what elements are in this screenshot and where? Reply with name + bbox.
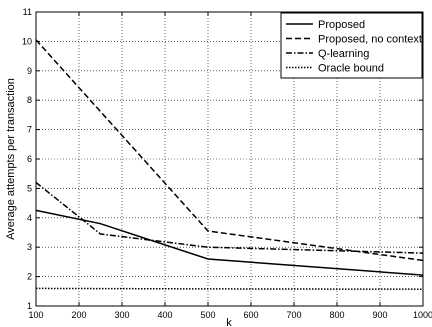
y-tick-label: 4 [27,213,32,223]
x-tick-label: 100 [28,310,43,320]
legend-label: Oracle bound [318,63,384,75]
x-tick-label: 600 [243,310,258,320]
x-tick-label: 500 [200,310,215,320]
y-tick-label: 7 [27,125,32,135]
x-tick-label: 400 [157,310,172,320]
y-tick-label: 11 [23,7,32,17]
x-axis-title: k [226,317,232,327]
series-line [35,209,424,276]
x-tick-label: 300 [114,310,129,320]
plot-frame [35,11,424,307]
series-line [35,287,424,290]
y-tick-label: 5 [27,183,32,193]
x-tick-labels: 100 200 300 400 500 600 700 800 900 1000 [28,310,432,320]
legend-label: Q-learning [318,48,369,60]
x-tick-label: 1000 [413,310,432,320]
x-tick-label: 800 [329,310,344,320]
y-tick-label: 6 [27,154,32,164]
legend-label: Proposed, no context [318,34,422,46]
x-tick-label: 700 [286,310,301,320]
y-tick-label: 2 [27,272,32,282]
y-tick-label: 10 [22,36,32,46]
y-tick-label: 1 [27,301,32,311]
y-axis-title: Average attempts per transaction [5,78,17,240]
legend-label: Proposed [318,19,365,31]
y-tick-label: 8 [27,95,32,105]
x-tick-label: 200 [71,310,86,320]
series-group [35,39,424,290]
x-tick-label: 900 [372,310,387,320]
y-tick-label: 9 [27,66,32,76]
y-tick-label: 3 [27,242,32,252]
y-tick-labels: 1 2 3 4 5 6 7 8 9 10 11 [22,7,32,311]
legend: Proposed Proposed, no context Q-learning Or… [280,12,423,79]
